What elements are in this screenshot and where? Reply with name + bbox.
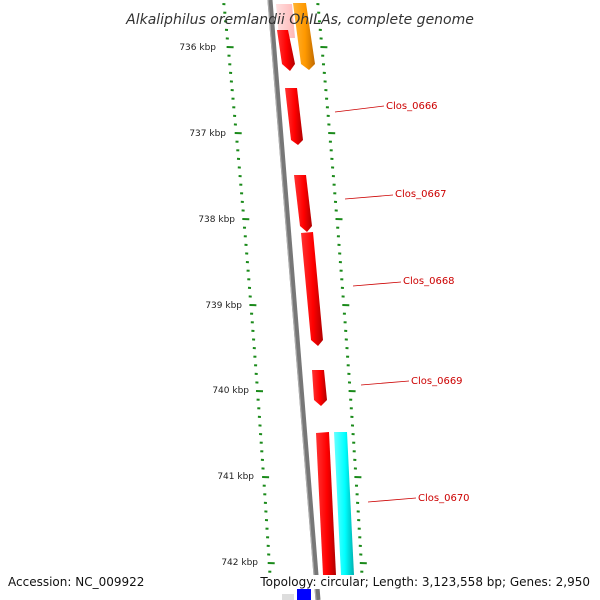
gene-arrow-orange <box>293 3 315 70</box>
scale-label-737: 737 kbp <box>189 129 226 139</box>
gene-label-clos-0667: Clos_0667 <box>395 189 447 200</box>
gene-feature-pale-bottom <box>282 594 294 600</box>
scale-labels: 736 kbp 737 kbp 738 kbp 739 kbp 740 kbp … <box>179 43 258 568</box>
scale-label-742: 742 kbp <box>221 558 258 568</box>
gene-arrow-cyan <box>334 432 354 575</box>
gene-arrow-clos-0669 <box>312 370 327 406</box>
genome-backbone-highlight <box>267 0 317 600</box>
scale-ring-inner <box>222 3 275 573</box>
gene-arrow-clos-0668 <box>301 232 323 346</box>
gene-arrow-clos-0667 <box>294 175 312 232</box>
gene-label-group-clos-0669: Clos_0669 <box>360 376 463 387</box>
gene-label-group-clos-0668: Clos_0668 <box>352 276 455 287</box>
gene-arrow-red <box>277 30 295 71</box>
gene-label-group-clos-0666: Clos_0666 <box>334 101 438 113</box>
genome-summary-text: Topology: circular; Length: 3,123,558 bp… <box>260 575 590 589</box>
gene-arrow-clos-0666 <box>285 88 303 145</box>
map-title: Alkaliphilus oremlandii OhILAs, complete… <box>125 12 474 28</box>
scale-label-739: 739 kbp <box>205 301 242 311</box>
gene-label-clos-0666: Clos_0666 <box>386 101 438 112</box>
gene-label-group-clos-0670: Clos_0670 <box>367 493 470 504</box>
gene-feature-pale <box>276 4 295 38</box>
scale-label-741: 741 kbp <box>217 472 254 482</box>
scale-ring-outer <box>316 3 367 573</box>
accession-text: Accession: NC_009922 <box>8 575 145 589</box>
gene-arrow-clos-0670 <box>316 432 336 575</box>
gene-label-clos-0670: Clos_0670 <box>418 493 470 504</box>
genome-backbone <box>267 0 321 600</box>
scale-label-738: 738 kbp <box>198 215 235 225</box>
scale-label-736: 736 kbp <box>179 43 216 53</box>
gene-label-group-clos-0667: Clos_0667 <box>344 189 447 200</box>
scale-label-740: 740 kbp <box>212 386 249 396</box>
gene-label-clos-0669: Clos_0669 <box>411 376 463 387</box>
gene-label-clos-0668: Clos_0668 <box>403 276 455 287</box>
